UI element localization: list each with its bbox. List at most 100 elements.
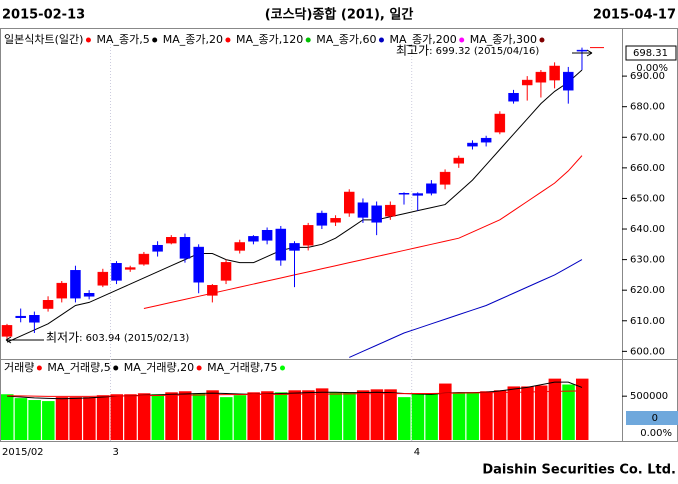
legend-dot	[280, 365, 285, 371]
legend-label: MA_종가,20	[163, 33, 223, 46]
candle-body	[70, 270, 81, 299]
volume-bar	[384, 389, 397, 440]
candle-body	[535, 71, 547, 83]
volume-bar	[83, 397, 96, 440]
volume-bar	[562, 384, 575, 440]
candle-body	[207, 285, 218, 296]
candle-body	[316, 212, 328, 226]
candle-body	[563, 71, 574, 91]
volume-bar	[274, 392, 288, 440]
candle-body	[289, 243, 300, 251]
volume-bar	[302, 390, 315, 440]
candle-body	[42, 300, 54, 309]
footer: Daishin Securities Co. Ltd.	[482, 463, 676, 478]
legend-label: MA_거래량,20	[124, 361, 194, 374]
candle-body	[29, 315, 40, 323]
candle-body	[83, 292, 95, 297]
annotation-label: 최고가	[396, 44, 429, 58]
volume-bar	[165, 392, 178, 440]
end-date: 2015-04-17	[593, 8, 676, 23]
legend-label: MA_종가,300	[470, 33, 537, 46]
volume-bar	[548, 378, 562, 440]
volume-bar	[452, 392, 466, 440]
candle-body	[248, 236, 259, 242]
ma-line	[6, 390, 582, 397]
x-tick-label: 2015/02	[2, 447, 44, 458]
volume-bar	[575, 378, 589, 440]
candle-body	[124, 267, 136, 270]
y-tick-label: 690.00	[630, 71, 665, 82]
volume-bar	[233, 395, 247, 440]
volume-bar	[411, 393, 425, 440]
y-tick-label: 630.00	[630, 255, 665, 266]
legend-dot	[152, 37, 158, 43]
candle-body	[138, 253, 150, 265]
legend-dot	[225, 37, 231, 43]
volume-bar	[1, 394, 14, 440]
legend-dot	[113, 365, 119, 371]
legend-label: MA_종가,5	[96, 33, 149, 46]
candle-body	[166, 237, 177, 244]
current-price: 698.31	[633, 48, 668, 59]
volume-bar	[288, 390, 301, 440]
volume-bar	[356, 390, 370, 440]
volume-bar	[178, 391, 192, 440]
volume-bar	[493, 390, 507, 440]
volume-bar	[315, 388, 329, 440]
candle-body	[193, 246, 204, 283]
candle-body	[261, 229, 273, 241]
candle-body	[357, 202, 369, 218]
volume-bar	[14, 398, 28, 440]
candle-body	[111, 263, 122, 281]
y-tick-label: 610.00	[630, 316, 665, 327]
candle-body	[467, 142, 478, 147]
candle-body	[426, 183, 437, 194]
candle-body	[549, 65, 560, 81]
ma-line	[349, 259, 583, 358]
candle-body	[521, 79, 533, 86]
volume-bar	[96, 395, 110, 440]
price-change: 0.00%	[636, 63, 668, 74]
candle-body	[152, 244, 163, 252]
legend-dot	[85, 37, 91, 43]
candle-body	[412, 193, 423, 196]
volume-bar	[507, 386, 521, 440]
volume-bar	[466, 392, 479, 440]
volume-bar	[124, 394, 137, 440]
candle-body	[234, 242, 245, 251]
volume-bar	[206, 390, 219, 440]
legend-dot	[305, 37, 311, 43]
candle-body	[344, 191, 355, 214]
candle-body	[179, 237, 191, 259]
arrow-head	[5, 336, 12, 344]
candle-body	[330, 218, 341, 223]
y-tick-label: 680.00	[630, 102, 665, 113]
candle-body	[56, 282, 68, 299]
current-volume-box	[626, 411, 678, 425]
volume-bar	[439, 383, 452, 440]
candle-body	[97, 271, 109, 286]
y-tick-label: 670.00	[630, 132, 665, 143]
volume-bar	[28, 400, 41, 440]
volume-bar	[425, 393, 438, 440]
candle-body	[371, 205, 382, 223]
candle-body	[220, 262, 232, 281]
current-price-box	[625, 45, 677, 61]
legend-label: 거래량	[4, 361, 34, 374]
volume-bar	[220, 397, 233, 440]
volume-bar	[247, 392, 260, 440]
x-tick-label: 3	[113, 447, 119, 458]
y-tick-label: 500000	[630, 391, 668, 402]
legend-dot	[378, 37, 384, 43]
volume-bar	[370, 389, 384, 440]
volume-bar	[55, 397, 69, 440]
annotation-text: : 699.32 (2015/04/16)	[429, 46, 539, 57]
arrow-head	[586, 49, 593, 57]
legend-label: MA_종가,200	[389, 33, 456, 46]
legend-dot	[36, 365, 42, 371]
volume-change: 0.00%	[640, 428, 672, 439]
start-date: 2015-02-13	[2, 8, 85, 23]
x-tick-label: 4	[414, 447, 420, 458]
annotation-text: : 603.94 (2015/02/13)	[79, 333, 189, 344]
